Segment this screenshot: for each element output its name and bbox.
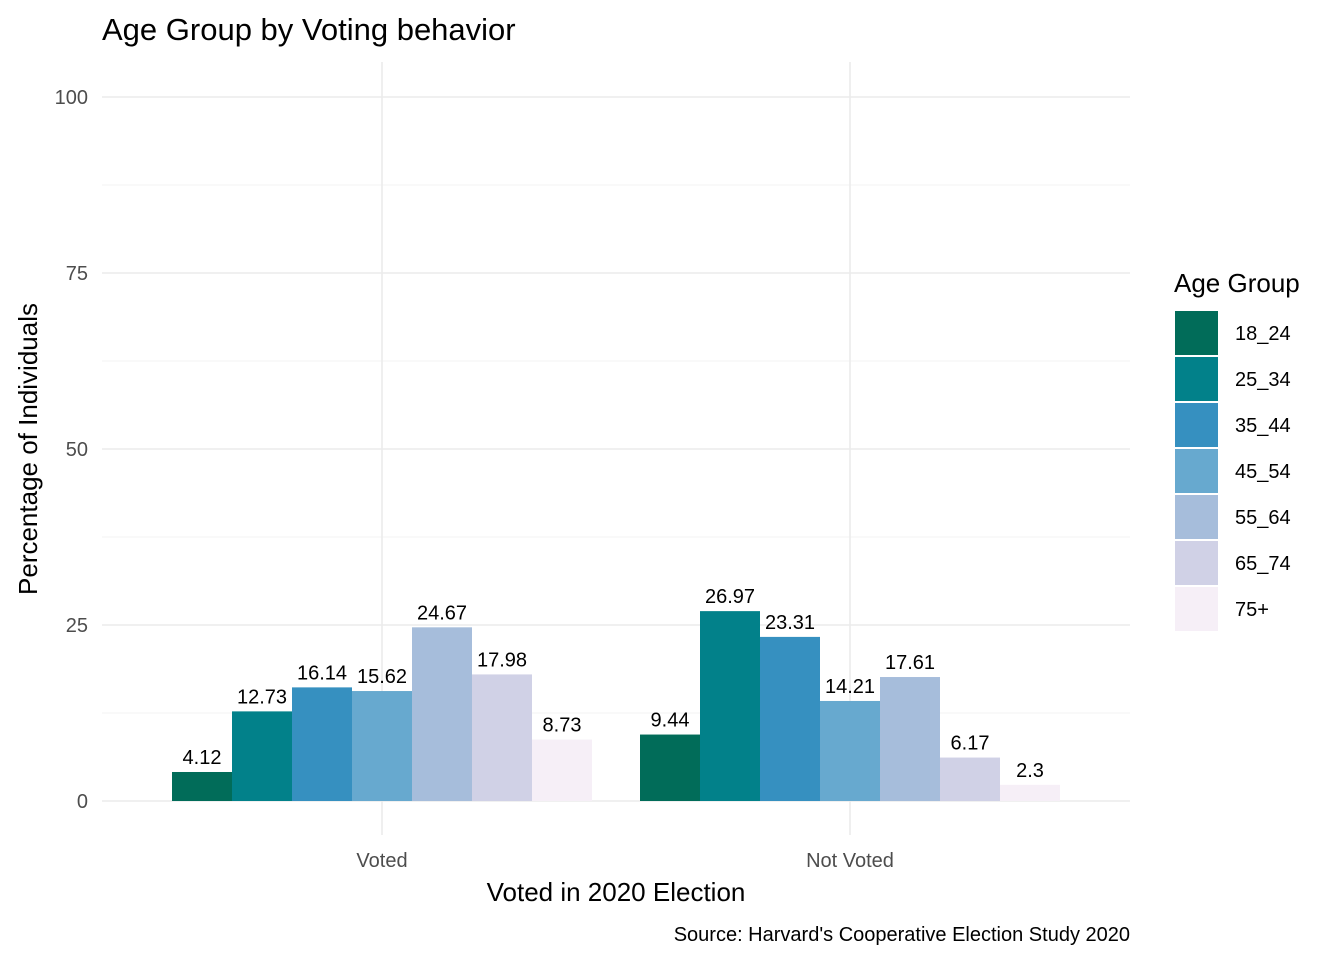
legend-key (1175, 541, 1218, 585)
bar (352, 691, 412, 801)
bar (1000, 784, 1060, 801)
bar (412, 627, 472, 801)
bar (760, 636, 820, 801)
bar (532, 739, 592, 801)
bar (292, 687, 352, 801)
legend-key (1175, 449, 1218, 493)
bars (172, 611, 1060, 801)
bar-value-label: 16.14 (297, 662, 347, 684)
y-tick-label: 75 (66, 263, 88, 285)
y-tick-label: 50 (66, 439, 88, 461)
x-tick-label: Not Voted (806, 850, 894, 872)
legend-label: 25_34 (1235, 369, 1291, 391)
legend-label: 18_24 (1235, 323, 1291, 345)
y-tick-label: 25 (66, 615, 88, 637)
bar-value-label: 24.67 (417, 602, 467, 624)
bar-value-label: 6.17 (951, 733, 990, 755)
bar-value-label: 15.62 (357, 666, 407, 688)
x-axis-title: Voted in 2020 Election (487, 877, 746, 907)
legend-label: 35_44 (1235, 415, 1291, 437)
bar-value-label: 8.73 (543, 715, 582, 737)
bar (700, 611, 760, 801)
bar-value-label: 14.21 (825, 676, 875, 698)
bar (232, 711, 292, 801)
bar (880, 677, 940, 801)
legend-label: 55_64 (1235, 507, 1291, 529)
y-tick-label: 0 (77, 791, 88, 813)
bar (940, 757, 1000, 801)
y-axis-title: Percentage of Individuals (13, 303, 43, 595)
bar-value-label: 26.97 (705, 586, 755, 608)
y-tick-label: 100 (55, 87, 88, 109)
chart-caption: Source: Harvard's Cooperative Election S… (674, 924, 1130, 946)
bar-value-label: 17.98 (477, 649, 527, 671)
bar-value-label: 17.61 (885, 652, 935, 674)
x-tick-label: Voted (356, 850, 407, 872)
bar-labels: 4.12 12.73 16.14 15.62 24.67 17.98 8.73 9.44 26.… (183, 586, 1044, 782)
chart-title: Age Group by Voting behavior (102, 12, 516, 47)
x-axis-ticks: Voted Not Voted (356, 850, 894, 872)
bar-value-label: 12.73 (237, 686, 287, 708)
legend-key (1175, 357, 1218, 401)
legend-label: 45_54 (1235, 461, 1291, 483)
bar-value-label: 9.44 (651, 710, 690, 732)
bar-value-label: 2.3 (1016, 760, 1044, 782)
bar-value-label: 4.12 (183, 747, 222, 769)
legend-key (1175, 587, 1218, 631)
legend-label: 75+ (1235, 599, 1269, 621)
y-axis-ticks: 0 25 50 75 100 (55, 87, 88, 813)
bar (640, 734, 700, 801)
legend: Age Group 18_24 25_34 35_44 45_54 55_64 65_74… (1174, 268, 1300, 631)
legend-key (1175, 403, 1218, 447)
legend-title: Age Group (1174, 268, 1300, 298)
legend-key (1175, 495, 1218, 539)
legend-label: 65_74 (1235, 553, 1291, 575)
bar (820, 700, 880, 801)
bar-value-label: 23.31 (765, 612, 815, 634)
legend-key (1175, 311, 1218, 355)
bar (172, 771, 232, 801)
bar (472, 674, 532, 801)
